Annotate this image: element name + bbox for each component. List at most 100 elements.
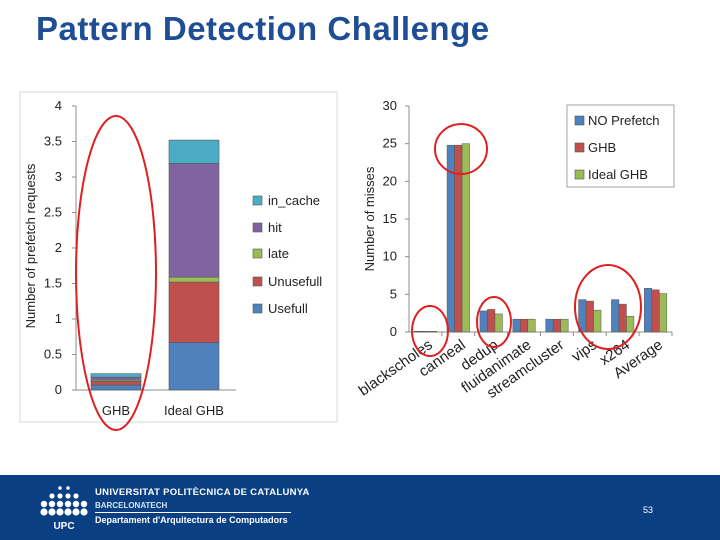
logo-dot [80, 508, 88, 516]
slide-title: Pattern Detection Challenge [36, 10, 490, 47]
legend-label-ghb: GHB [588, 140, 616, 155]
highlight-circle-dedup [476, 296, 512, 348]
logo-dot [65, 493, 71, 499]
logo-dot [66, 486, 70, 490]
logo-dot [48, 508, 56, 516]
y-tick-label: 1 [55, 311, 62, 326]
bar-ghb-unusefull [90, 381, 142, 386]
prefetch-requests-chart: 0 0.5 1 1.5 2 2.5 3 3.5 4 Number of prefetch requ… [23, 98, 322, 418]
bar-streamcluster-ghb [552, 318, 561, 333]
bar-blackscholes-ghb [421, 330, 430, 333]
footer-divider [95, 512, 291, 513]
logo-dot [72, 500, 80, 508]
bar-average-ideal-ghb [659, 293, 668, 333]
bar-average-no-prefetch [644, 288, 653, 333]
legend-swatch-ghb [574, 142, 585, 153]
bar-dedup-ghb [487, 309, 496, 333]
logo-dot [56, 500, 64, 508]
logo-dot [58, 486, 62, 490]
y-tick-label: 0 [390, 324, 397, 339]
bar-ghb-in-cache [90, 373, 142, 378]
y-axis-label: Number of prefetch requests [23, 163, 38, 328]
bar-x264-ghb [618, 303, 627, 333]
highlight-circle-ghb [75, 115, 157, 431]
footer-bar [0, 475, 720, 540]
bar-vips-ghb [585, 300, 594, 333]
bar-vips-ideal-ghb [593, 309, 602, 333]
bar-ideal-ghb-unusefull [168, 281, 220, 343]
logo-dot [49, 493, 55, 499]
bar-streamcluster-no-prefetch [545, 318, 554, 333]
y-tick-label: 2.5 [44, 205, 62, 220]
department-name: Departament d'Arquitectura de Computador… [95, 515, 288, 525]
logo-dot [57, 493, 63, 499]
bar-ideal-ghb-usefull [168, 342, 220, 391]
logo-dot [56, 508, 64, 516]
bar-dedup-no-prefetch [479, 310, 488, 333]
legend-label-ideal-ghb: Ideal GHB [588, 167, 648, 182]
y-tick-label: 0.5 [44, 347, 62, 362]
legend-swatch-ideal-ghb [574, 169, 585, 180]
charts-canvas: 0 0.5 1 1.5 2 2.5 3 3.5 4 Number of prefetch requ… [19, 91, 675, 431]
legend-label-hit: hit [268, 220, 282, 235]
highlight-circle-canneal [434, 123, 488, 175]
legend-box [566, 104, 675, 188]
y-tick-label: 3 [55, 169, 62, 184]
y-tick-label: 10 [383, 249, 397, 264]
logo-dot [40, 500, 48, 508]
x-tick-label: Ideal GHB [164, 403, 224, 418]
bar-fluidanimate-no-prefetch [512, 318, 521, 333]
legend-label-usefull: Usefull [268, 301, 308, 316]
bar-x264-no-prefetch [611, 299, 620, 333]
bar-fluidanimate-ghb [520, 318, 529, 333]
y-axis-label: Number of misses [362, 166, 377, 271]
legend-swatch-in-cache [252, 195, 263, 206]
y-tick-label: 20 [383, 173, 397, 188]
legend-swatch-late [252, 248, 263, 259]
bar-ghb-usefull [90, 384, 142, 391]
logo-dot [64, 500, 72, 508]
logo-dot [72, 508, 80, 516]
legend-label-no-prefetch: NO Prefetch [588, 113, 660, 128]
bar-average-ghb [651, 289, 660, 333]
legend-swatch-no-prefetch [574, 115, 585, 126]
y-tick-label: 4 [55, 98, 62, 113]
logo-dot [80, 500, 88, 508]
logo-dot [40, 508, 48, 516]
legend-swatch-unusefull [252, 276, 263, 287]
bar-ideal-ghb-hit [168, 163, 220, 278]
campus-name: BARCELONATECH [95, 501, 168, 510]
logo-dot [64, 508, 72, 516]
y-tick-label: 15 [383, 211, 397, 226]
logo-text: UPC [53, 521, 74, 532]
y-tick-label: 1.5 [44, 276, 62, 291]
highlight-circle-blackscholes [411, 305, 449, 357]
bar-blackscholes-ideal-ghb [428, 330, 437, 333]
x-tick-label: GHB [102, 403, 130, 418]
y-tick-label: 0 [55, 382, 62, 397]
university-name: UNIVERSITAT POLITÈCNICA DE CATALUNYA [95, 487, 310, 498]
upc-logo-icon: UPC [40, 486, 88, 532]
bar-ideal-ghb-in-cache [168, 139, 220, 164]
x-tick-label: vips [568, 336, 600, 365]
legend-label-unusefull: Unusefull [268, 274, 322, 289]
bar-ideal-ghb-late [168, 276, 220, 283]
legend-swatch-usefull [252, 303, 263, 314]
y-tick-label: 5 [390, 286, 397, 301]
y-tick-label: 30 [383, 98, 397, 113]
bar-ghb-hit [90, 376, 142, 381]
legend-label-late: late [268, 246, 289, 261]
y-tick-label: 3.5 [44, 134, 62, 149]
y-tick-label: 2 [55, 240, 62, 255]
highlight-circle-vips-x264 [574, 264, 642, 350]
bar-canneal-ideal-ghb [461, 143, 470, 333]
page-number: 53 [643, 505, 654, 515]
bar-dedup-ideal-ghb [494, 313, 503, 333]
logo-dot [73, 493, 79, 499]
legend-swatch-hit [252, 222, 263, 233]
bar-blackscholes-no-prefetch [413, 330, 422, 333]
bar-fluidanimate-ideal-ghb [527, 318, 536, 333]
bar-streamcluster-ideal-ghb [560, 318, 569, 333]
logo-dot [48, 500, 56, 508]
